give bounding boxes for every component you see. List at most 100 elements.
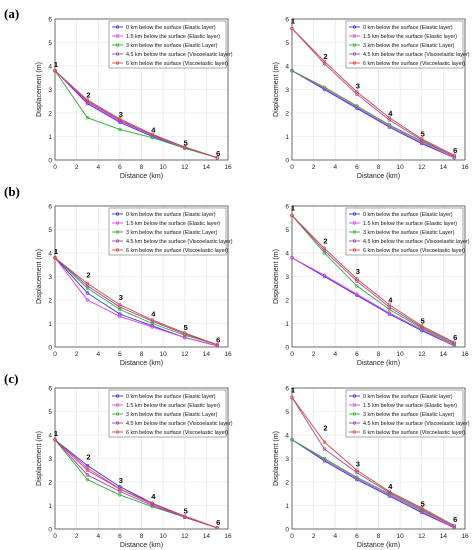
data-point [85, 281, 90, 286]
x-tick-label: 10 [160, 164, 168, 171]
data-point [53, 68, 57, 73]
point-label: 6 [216, 335, 220, 344]
legend-marker [115, 403, 120, 407]
point-label: 5 [421, 130, 425, 139]
x-tick-label: 4 [96, 351, 100, 358]
row-label-b: (b) [4, 184, 20, 199]
y-tick-label: 6 [285, 16, 289, 23]
legend-entry: 1.5 km below the surface (Elastic layer) [126, 403, 220, 409]
x-tick-label: 16 [461, 533, 469, 540]
plot-frame [291, 18, 466, 161]
legend-marker [115, 248, 120, 252]
point-label: 2 [323, 237, 327, 246]
point-label: 5 [184, 323, 188, 332]
legend-marker [352, 34, 357, 38]
y-tick-label: 2 [285, 297, 289, 304]
x-tick-label: 4 [333, 351, 337, 358]
series-line [291, 215, 455, 346]
data-point [387, 118, 392, 122]
series-line [291, 397, 455, 528]
x-tick-label: 8 [377, 533, 381, 540]
x-axis-label: Distance (km) [357, 542, 400, 549]
data-point [322, 59, 327, 63]
legend-entry: 3 km below the surface (Elastic Layer) [126, 43, 218, 49]
y-tick-label: 3 [285, 274, 289, 281]
y-tick-label: 0 [48, 344, 52, 351]
legend-entry: 0 km below the surface (Elastic layer) [363, 212, 453, 218]
plot-frame [54, 205, 229, 348]
data-point [355, 92, 359, 96]
series-line [54, 257, 218, 346]
legend-entry: 3 km below the surface (Elastic Layer) [126, 412, 218, 418]
y-tick-label: 5 [285, 227, 289, 234]
y-tick-label: 4 [48, 432, 52, 439]
series-line [54, 439, 218, 529]
x-tick-label: 0 [290, 533, 294, 540]
data-point [150, 132, 155, 136]
data-point [387, 311, 392, 315]
x-tick-label: 6 [355, 351, 359, 358]
y-tick-label: 6 [285, 385, 289, 392]
legend-entry: 6 km below the surface (Viscoelastic lay… [126, 61, 228, 67]
x-tick-label: 2 [75, 533, 79, 540]
data-point [118, 305, 122, 309]
data-point [387, 302, 392, 307]
data-point [150, 321, 155, 326]
point-label: 1 [54, 247, 58, 256]
y-tick-label: 4 [48, 63, 52, 70]
point-label: 6 [453, 515, 457, 524]
x-tick-label: 16 [461, 164, 469, 171]
y-tick-label: 2 [285, 479, 289, 486]
legend-entry: 3 km below the surface (Elastic Layer) [363, 412, 455, 418]
y-axis-label: Displacement (m) [36, 249, 43, 304]
series-line [54, 70, 218, 159]
data-point [387, 305, 392, 309]
y-tick-label: 4 [48, 250, 52, 257]
x-tick-label: 2 [312, 351, 316, 358]
point-label: 4 [151, 309, 156, 318]
data-point [387, 123, 392, 127]
y-axis-label: Displacement (m) [36, 431, 43, 486]
data-point [322, 447, 327, 451]
point-label: 3 [356, 267, 360, 276]
x-tick-label: 6 [118, 351, 122, 358]
data-point [85, 466, 90, 470]
legend-entry: 1.5 km below the surface (Elastic layer) [363, 34, 457, 40]
legend-marker [352, 212, 357, 216]
y-tick-label: 2 [48, 479, 52, 486]
point-label: 6 [453, 146, 457, 155]
data-point [85, 286, 90, 290]
plot-frame [54, 18, 229, 161]
data-point [355, 279, 359, 283]
legend-marker [115, 43, 120, 47]
y-tick-label: 5 [285, 40, 289, 47]
x-tick-label: 0 [290, 351, 294, 358]
point-label: 2 [323, 52, 327, 61]
x-tick-label: 8 [377, 164, 381, 171]
series-line [54, 257, 218, 347]
x-tick-label: 4 [333, 164, 337, 171]
row-label-a: (a) [4, 6, 20, 21]
point-label: 4 [388, 482, 393, 491]
y-tick-label: 3 [48, 274, 52, 281]
legend-box [108, 389, 227, 438]
y-tick-label: 1 [48, 503, 52, 510]
legend-marker [115, 221, 120, 225]
point-label: 6 [216, 518, 220, 527]
data-point [85, 291, 90, 295]
data-point [215, 342, 219, 347]
legend-entry: 4.5 km below the surface (Viscoelastic l… [363, 421, 470, 427]
legend-entry: 3 km below the surface (Elastic Layer) [126, 230, 218, 236]
x-tick-label: 0 [53, 533, 57, 540]
data-point [85, 473, 90, 477]
x-tick-label: 10 [160, 351, 168, 358]
x-tick-label: 12 [418, 164, 426, 171]
data-point [355, 104, 359, 108]
x-tick-label: 14 [203, 351, 211, 358]
series-line [291, 70, 455, 157]
x-tick-label: 0 [290, 164, 294, 171]
point-label: 2 [86, 453, 90, 462]
data-point [183, 514, 187, 518]
point-label: 4 [388, 295, 393, 304]
data-point [118, 314, 122, 319]
